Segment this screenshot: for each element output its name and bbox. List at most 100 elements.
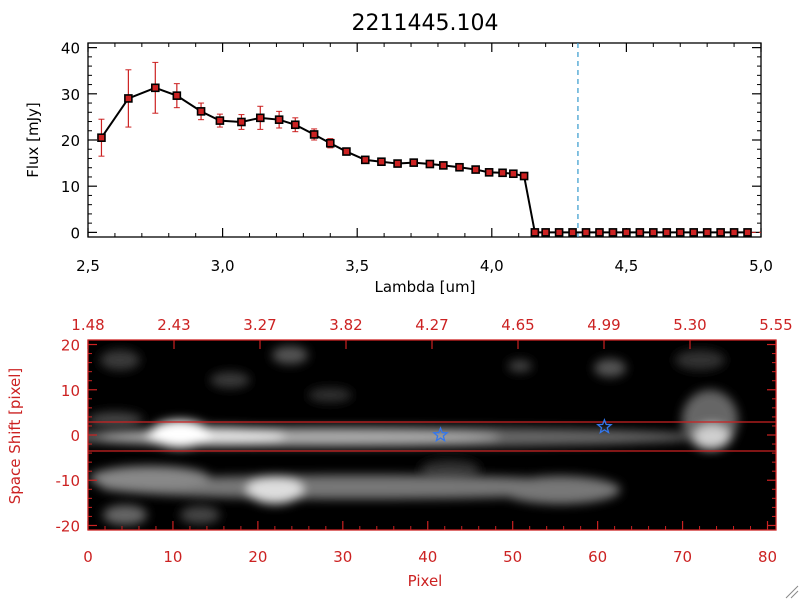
data-point (509, 169, 518, 179)
image-x-tick-label: 50 (503, 548, 522, 566)
data-point (702, 228, 712, 237)
data-point (608, 228, 618, 237)
lower-trace (90, 466, 620, 504)
image-top-tick-label: 3.82 (329, 316, 362, 334)
data-point (595, 228, 604, 237)
data-point (196, 107, 206, 116)
data-point (581, 228, 591, 237)
data-point (716, 228, 725, 237)
star-marker (596, 418, 613, 434)
image-emission (88, 346, 738, 525)
spectrum-x-ticks: 2,5 3,0 3,5 4,0 4,5 5,0 (76, 43, 773, 275)
spectrum-y-tick-label: 10 (61, 178, 80, 196)
chart-title: 2211445.104 (352, 11, 499, 36)
data-point (554, 228, 564, 237)
data-point (689, 228, 699, 237)
data-point (649, 228, 658, 237)
spectrum-x-label: Lambda [um] (375, 278, 476, 296)
data-point (97, 133, 106, 142)
data-point (237, 117, 246, 127)
image-y-tick-label: -10 (56, 472, 81, 490)
image-x-tick-label: 0 (83, 548, 93, 566)
spectrum-markers (97, 83, 752, 237)
data-point (325, 138, 335, 148)
data-point (393, 159, 402, 168)
spectral-image-panel: 0 10 20 30 40 50 60 70 80 -20 -10 0 10 20 1.48 2.43 3.… (56, 316, 793, 566)
image-top-axis: 1.48 2.43 3.27 3.82 4.27 4.65 4.99 5.30 5.55 (71, 316, 793, 349)
data-point (743, 228, 752, 237)
data-point (675, 228, 685, 237)
data-point (519, 171, 529, 181)
image-x-tick-label: 20 (248, 548, 267, 566)
data-point (290, 120, 300, 130)
image-top-tick-label: 4.27 (415, 316, 448, 334)
image-y-tick-label: 20 (61, 337, 80, 355)
star-marker (432, 426, 449, 443)
data-point (215, 116, 225, 125)
image-top-tick-label: 4.65 (501, 316, 534, 334)
image-x-tick-label: 30 (333, 548, 352, 566)
image-x-label: Pixel (408, 572, 443, 590)
data-point (439, 161, 448, 170)
error-bars (98, 61, 528, 178)
image-top-tick-label: 3.27 (243, 316, 276, 334)
spectrum-y-tick-label: 40 (61, 40, 80, 58)
spectrum-x-tick-label: 3,0 (211, 257, 235, 275)
data-point (151, 83, 160, 93)
spectrum-y-tick-label: 20 (61, 132, 80, 150)
image-x-tick-label: 80 (758, 548, 777, 566)
spectrum-y-label: Flux [mJy] (24, 102, 42, 178)
image-y-ticks: -20 -10 0 10 20 (56, 337, 776, 535)
spectrum-y-tick-label: 0 (70, 224, 80, 242)
data-point (360, 155, 370, 165)
spectrum-x-tick-label: 5,0 (749, 257, 773, 275)
data-point (342, 147, 351, 156)
main-trace (88, 390, 738, 450)
data-point (409, 158, 419, 167)
resize-grip-icon[interactable] (785, 585, 799, 599)
image-y-tick-label: 0 (70, 427, 80, 445)
data-point (635, 228, 645, 237)
spectrum-panel: 2,5 3,0 3,5 4,0 4,5 5,0 0 10 20 30 40 (61, 40, 773, 275)
star-markers (432, 418, 613, 443)
data-point (425, 159, 435, 169)
image-x-tick-label: 10 (163, 548, 182, 566)
image-top-tick-label: 5.30 (673, 316, 706, 334)
data-point (255, 113, 265, 123)
data-point (377, 157, 386, 167)
image-y-tick-label: -20 (56, 517, 81, 535)
image-top-tick-label: 5.55 (759, 316, 792, 334)
image-y-label: Space Shift [pixel] (6, 368, 24, 505)
data-point (471, 165, 480, 174)
image-y-tick-label: 10 (61, 382, 80, 400)
data-point (309, 130, 319, 139)
spectrum-frame (87, 42, 762, 238)
image-top-tick-label: 1.48 (71, 316, 104, 334)
spectrum-x-tick-label: 4,0 (480, 257, 504, 275)
data-point (662, 228, 672, 237)
image-x-tick-label: 60 (588, 548, 607, 566)
data-point (622, 228, 631, 237)
faint-blobs (88, 346, 725, 525)
data-point (729, 228, 739, 237)
image-top-tick-label: 4.99 (587, 316, 620, 334)
data-point (172, 91, 182, 100)
data-point (568, 228, 577, 237)
spectrum-y-ticks: 0 10 20 30 40 (61, 40, 761, 242)
data-point (274, 115, 284, 124)
image-x-tick-label: 40 (418, 548, 437, 566)
spectrum-x-tick-label: 3,5 (345, 257, 369, 275)
data-point (541, 228, 550, 237)
image-top-tick-label: 2.43 (157, 316, 190, 334)
image-x-tick-label: 70 (673, 548, 692, 566)
data-point (484, 168, 494, 177)
spectrum-x-tick-label: 4,5 (614, 257, 638, 275)
data-point (498, 168, 507, 178)
data-point (530, 228, 540, 237)
data-point (124, 94, 133, 103)
spectrum-x-tick-label: 2,5 (76, 257, 100, 275)
spectrum-y-tick-label: 30 (61, 86, 80, 104)
data-point (455, 162, 464, 172)
image-x-ticks: 0 10 20 30 40 50 60 70 80 (83, 521, 777, 566)
